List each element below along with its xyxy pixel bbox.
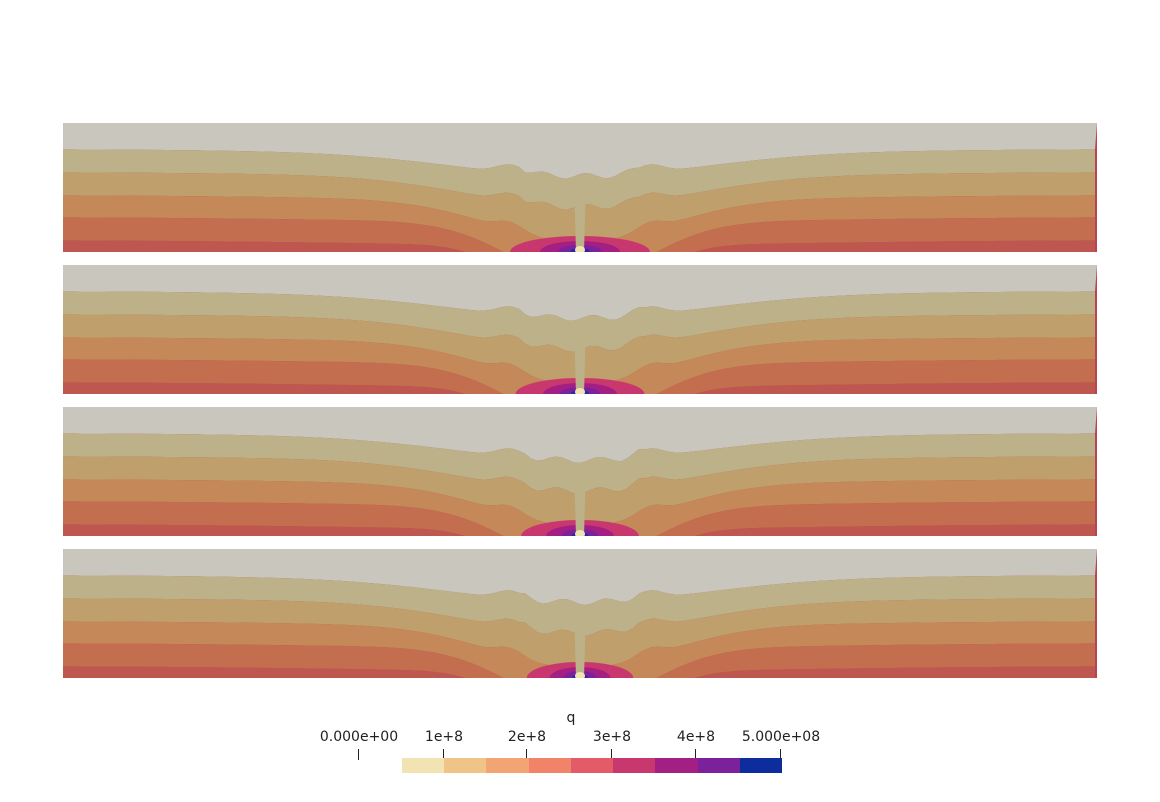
color-legend: q 0.000e+00 1e+8 2e+8 3e+8 4e+8 5.000e+0… — [300, 700, 860, 790]
legend-title: q — [566, 710, 576, 726]
legend-tick-3 — [611, 749, 612, 760]
legend-tick-label-3: 3e+8 — [592, 729, 632, 745]
band-5 — [63, 217, 1095, 252]
contour-plot — [63, 549, 1097, 678]
band-6 — [63, 524, 1095, 536]
band-5 — [63, 643, 1095, 678]
legend-bin-6 — [613, 758, 656, 773]
band-6 — [63, 666, 1095, 678]
band-4 — [63, 479, 1095, 536]
legend-bin-1 — [402, 758, 445, 773]
legend-tick-1 — [443, 749, 444, 760]
legend-tick-label-1: 1e+8 — [424, 729, 464, 745]
contour-panel-2 — [63, 265, 1097, 394]
band-5 — [63, 359, 1095, 394]
band-1 — [63, 407, 1097, 463]
legend-tick-label-4: 4e+8 — [676, 729, 716, 745]
legend-tick-label-2: 2e+8 — [507, 729, 547, 745]
band-4 — [63, 195, 1095, 252]
contour-plot — [63, 265, 1097, 394]
legend-bin-7 — [655, 758, 699, 773]
central-tip — [575, 672, 585, 678]
band-3 — [63, 598, 1095, 668]
band-2 — [63, 433, 1095, 494]
legend-tick-4 — [695, 749, 696, 760]
band-3 — [63, 314, 1095, 384]
band-2 — [63, 291, 1095, 352]
band-1 — [63, 265, 1097, 321]
legend-bin-4 — [528, 758, 572, 773]
band-1 — [63, 123, 1097, 179]
band-6 — [63, 240, 1095, 252]
legend-bin-9 — [739, 758, 783, 773]
band-3 — [63, 456, 1095, 526]
legend-min-label: 0.000e+00 — [319, 729, 399, 745]
legend-tick-2 — [526, 749, 527, 760]
band-4 — [63, 621, 1095, 678]
central-tip — [575, 246, 585, 252]
central-stem — [574, 183, 586, 252]
legend-bin-8 — [697, 758, 741, 773]
legend-max-label: 5.000e+08 — [741, 729, 821, 745]
central-tip — [575, 530, 585, 536]
contour-plot — [63, 123, 1097, 252]
legend-min-tick — [358, 749, 359, 760]
central-stem — [574, 609, 586, 678]
band-2 — [63, 575, 1095, 636]
band-2 — [63, 149, 1095, 210]
legend-bin-3 — [486, 758, 530, 773]
band-6 — [63, 382, 1095, 394]
contour-plot — [63, 407, 1097, 536]
band-5 — [63, 501, 1095, 536]
contour-panel-4 — [63, 549, 1097, 678]
legend-bin-2 — [444, 758, 487, 773]
contour-panel-3 — [63, 407, 1097, 536]
legend-bin-5 — [570, 758, 614, 773]
central-stem — [574, 325, 586, 394]
central-tip — [575, 388, 585, 394]
central-stem — [574, 467, 586, 536]
contour-panel-1 — [63, 123, 1097, 252]
legend-max-tick — [780, 749, 781, 760]
band-4 — [63, 337, 1095, 394]
band-1 — [63, 549, 1097, 605]
